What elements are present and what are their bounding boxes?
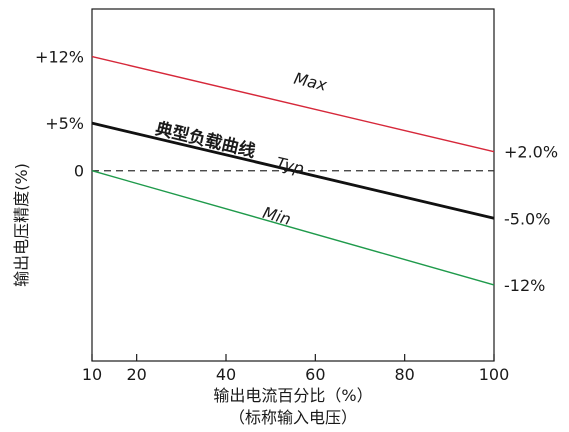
x-tick-label: 10 — [82, 365, 102, 384]
x-tick-label: 40 — [216, 365, 236, 384]
series-label: Min — [261, 203, 294, 229]
x-tick-label: 80 — [394, 365, 414, 384]
x-tick-label: 100 — [479, 365, 510, 384]
y-tick-label: +5% — [45, 114, 84, 133]
right-end-label: -12% — [504, 276, 545, 295]
series-label: Max — [292, 69, 329, 95]
series-line — [91, 55, 495, 153]
right-end-labels: +2.0% -5.0% -12% — [504, 143, 558, 295]
right-end-label: -5.0% — [504, 209, 550, 228]
x-tick-label: 20 — [126, 365, 146, 384]
series-lines — [91, 55, 495, 286]
series-line — [91, 121, 495, 220]
x-axis-subtitle: （标称输入电压） — [229, 408, 357, 427]
x-tick-label: 60 — [305, 365, 325, 384]
series-label: 典型负载曲线 — [153, 118, 257, 162]
y-axis-title: 输出电压精度(%) — [12, 163, 31, 287]
y-axis-ticks: +12% +5% 0 — [35, 48, 84, 181]
x-axis-ticks: 10 20 40 60 80 100 — [82, 354, 509, 384]
y-tick-label: 0 — [74, 162, 84, 181]
plot-frame — [91, 8, 495, 362]
right-end-label: +2.0% — [504, 143, 558, 162]
series-annotations: Max 典型负载曲线 Typ Min — [153, 69, 329, 229]
x-axis-title: 输出电流百分比（%） — [213, 386, 372, 405]
y-tick-label: +12% — [35, 48, 84, 67]
series-line — [91, 170, 495, 286]
series-label-suffix: Typ — [274, 153, 306, 178]
